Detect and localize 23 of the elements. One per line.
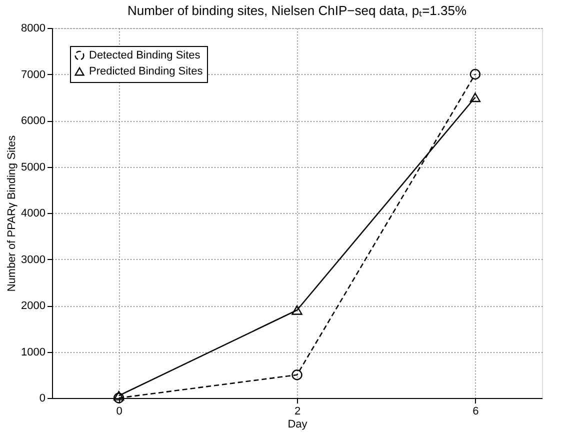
y-tick-label: 5000 [21,161,46,174]
point [470,92,481,102]
y-tick-label: 7000 [21,68,46,81]
x-tick-label: 0 [116,406,122,418]
x-tick-label: 2 [294,406,301,418]
point [113,390,124,400]
y-tick-label: 4000 [21,208,46,220]
y-tick-label: 2000 [21,300,46,312]
point [470,68,481,80]
point [292,370,302,380]
y-tick-label: 6000 [21,115,46,127]
y-tick-label: 3000 [21,254,46,266]
x-tick-label: 6 [472,406,479,418]
y-axis-title: Number of PPARγ Binding Sites [6,134,18,292]
chart-title: Number of binding sites, Nielsen ChIP−seq data, pₜ=1.35% [127,3,467,18]
legend-label: Predicted Binding Sites [89,66,204,78]
y-tick-label: 0 [39,392,46,404]
x-axis-title: Day [288,418,308,430]
y-tick-label: 8000 [21,22,46,34]
point [292,305,302,315]
point [113,392,124,404]
legend-label: Detected Binding Sites [89,50,201,62]
y-tick-label: 1000 [21,346,46,358]
